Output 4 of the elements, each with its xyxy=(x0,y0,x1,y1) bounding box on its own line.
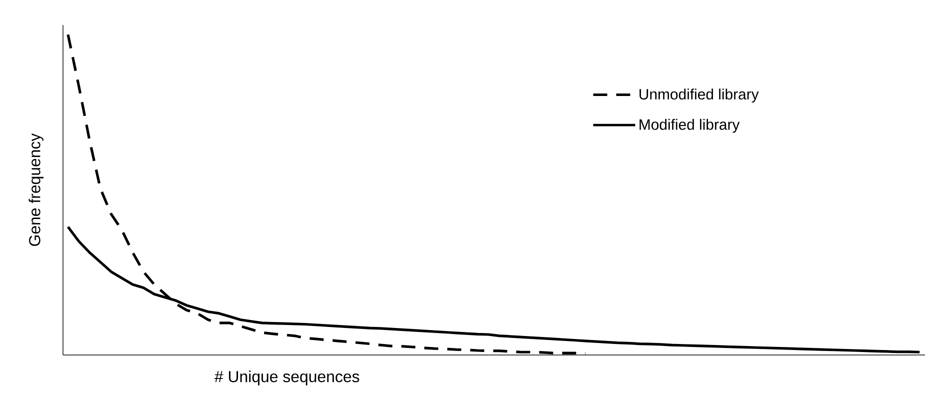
legend-label: Unmodified library xyxy=(640,88,759,102)
y-axis-title: Gene frequency xyxy=(28,133,44,246)
legend-label: Modified library xyxy=(640,118,740,133)
x-axis-title: # Unique sequences xyxy=(214,370,360,386)
